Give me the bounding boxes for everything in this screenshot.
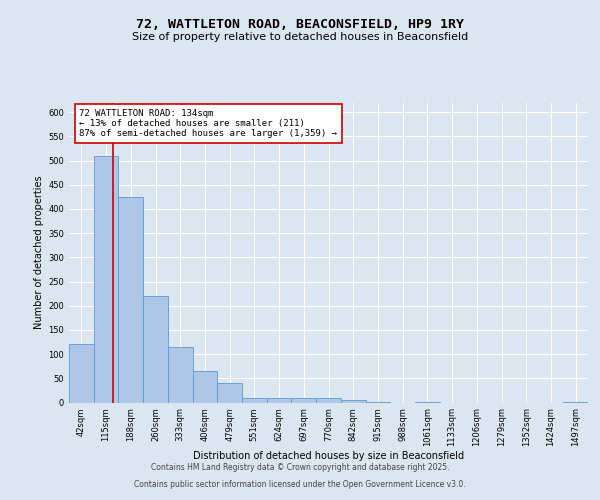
Text: 72 WATTLETON ROAD: 134sqm
← 13% of detached houses are smaller (211)
87% of semi: 72 WATTLETON ROAD: 134sqm ← 13% of detac… xyxy=(79,108,337,138)
Bar xyxy=(292,398,316,402)
Bar xyxy=(168,347,193,403)
Bar xyxy=(267,398,292,402)
Text: Contains HM Land Registry data © Crown copyright and database right 2025.: Contains HM Land Registry data © Crown c… xyxy=(151,464,449,472)
Bar xyxy=(316,398,341,402)
Text: 72, WATTLETON ROAD, BEACONSFIELD, HP9 1RY: 72, WATTLETON ROAD, BEACONSFIELD, HP9 1R… xyxy=(136,18,464,30)
Bar xyxy=(69,344,94,403)
Bar xyxy=(217,383,242,402)
Bar xyxy=(242,398,267,402)
Y-axis label: Number of detached properties: Number of detached properties xyxy=(34,176,44,330)
Bar xyxy=(118,197,143,402)
Bar xyxy=(143,296,168,403)
Bar xyxy=(94,156,118,402)
X-axis label: Distribution of detached houses by size in Beaconsfield: Distribution of detached houses by size … xyxy=(193,450,464,460)
Bar xyxy=(193,371,217,402)
Text: Size of property relative to detached houses in Beaconsfield: Size of property relative to detached ho… xyxy=(132,32,468,42)
Text: Contains public sector information licensed under the Open Government Licence v3: Contains public sector information licen… xyxy=(134,480,466,489)
Bar xyxy=(341,400,365,402)
